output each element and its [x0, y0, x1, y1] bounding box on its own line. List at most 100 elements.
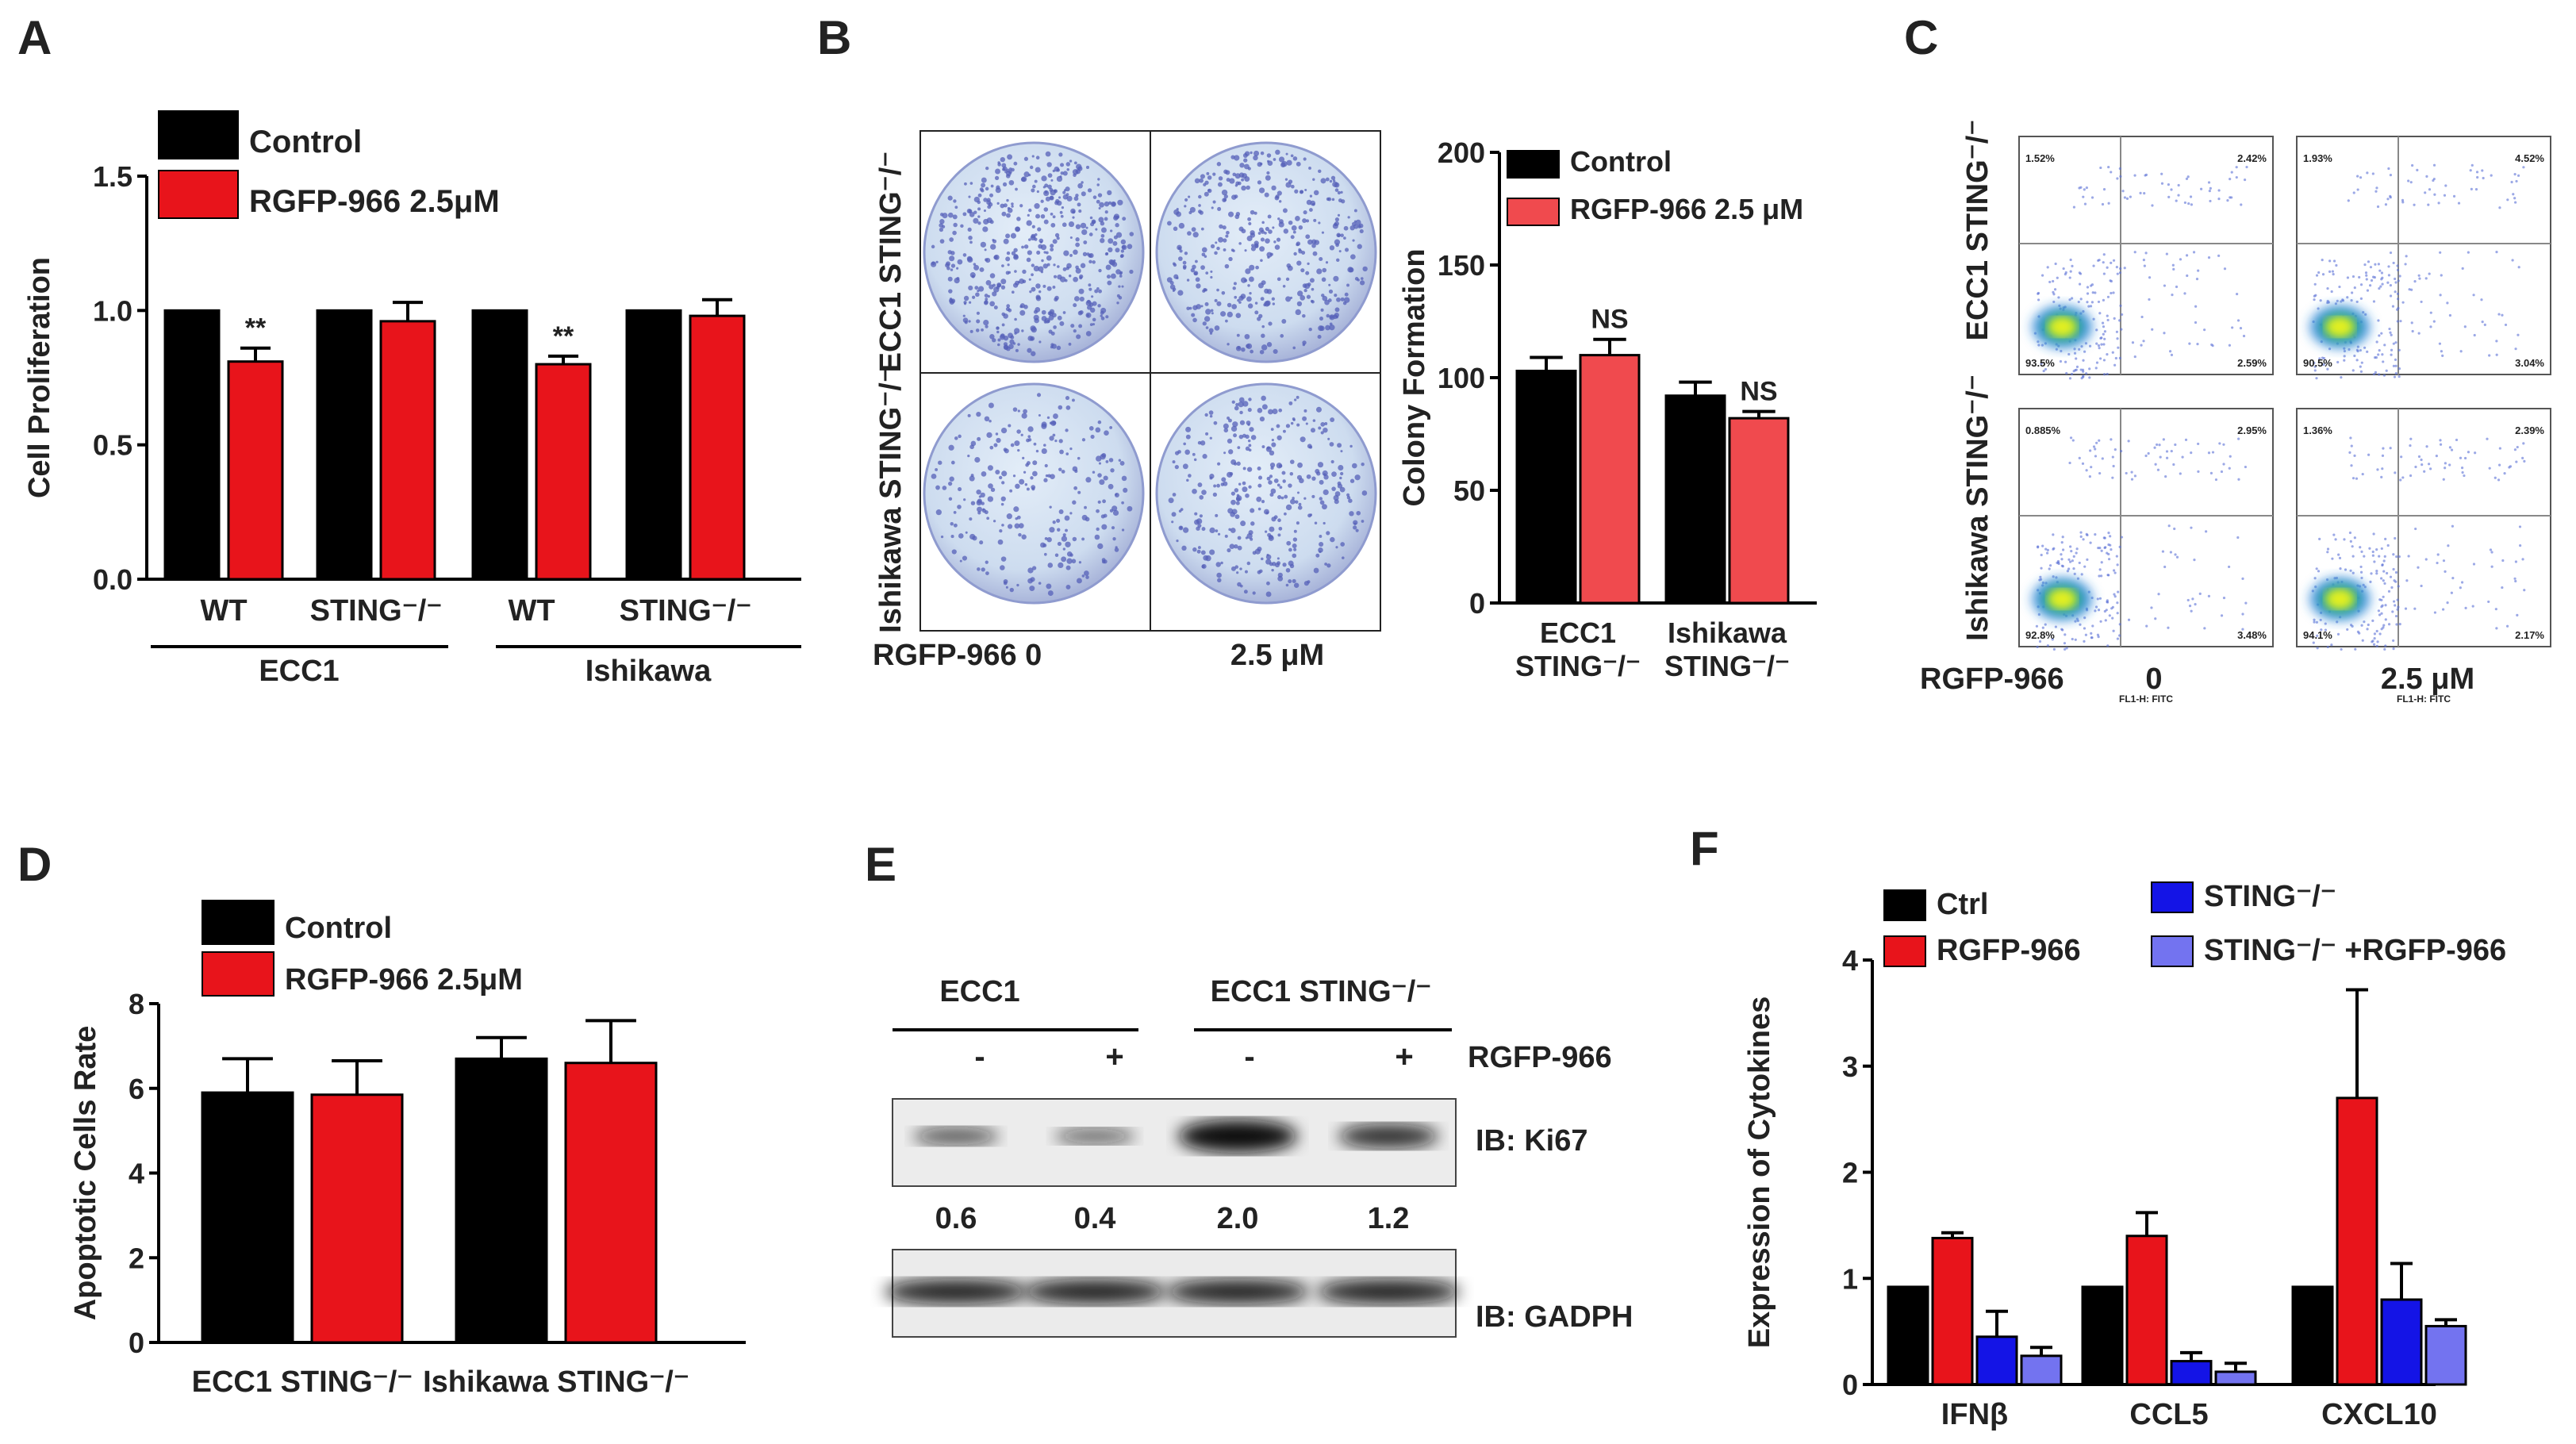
bar-control — [625, 309, 682, 581]
flow-x-axis-label: FL1-H: FITC — [2397, 693, 2451, 705]
y-tick-label: 0 — [129, 1327, 144, 1359]
western-blot: ECC1 ECC1 STING⁻/⁻ - + - + RGFP-966 IB: … — [885, 975, 1633, 1338]
quadrant-q1: 0.885% — [2025, 424, 2061, 436]
gapdh-band — [885, 1279, 1027, 1304]
bar-control — [1664, 394, 1726, 605]
category-label: CXCL10 — [2321, 1398, 2437, 1431]
panel-letter-b: B — [817, 11, 851, 64]
y-tick-label: 2 — [129, 1242, 144, 1274]
y-tick-label: 2 — [1842, 1157, 1858, 1189]
bar-control — [316, 309, 373, 581]
blot-treatment-label: RGFP-966 — [1468, 1041, 1612, 1074]
chart-d-apoptotic-rate: 0 2 4 6 8 Apoptotic Cells Rate ECC1 STING⁻/⁻ Is… — [69, 900, 746, 1399]
bar-sting-rgfp-966 — [2214, 1370, 2257, 1386]
category-label: STING⁻/⁻ — [1664, 650, 1790, 682]
panel-letter-f: F — [1690, 822, 1719, 875]
quadrant-q4: 94.1% — [2303, 629, 2332, 641]
quadrant-q1: 1.52% — [2025, 152, 2055, 164]
bar-rgfp-966-2-5-m — [310, 1093, 404, 1344]
chart-a-cell-proliferation: 0.0 0.5 1.0 1.5 Cell Proliferation ** WT STING⁻… — [23, 110, 801, 628]
quadrant-q1: 1.93% — [2303, 152, 2332, 164]
category-label: WT — [508, 594, 555, 628]
flow-plot: 1.52% 2.42% 2.59% 93.5% — [2018, 136, 2274, 380]
gapdh-band — [1166, 1279, 1309, 1304]
bar-rgfp-966-2-5-m — [379, 320, 436, 581]
gapdh-band — [1317, 1279, 1460, 1304]
legend-swatch — [158, 110, 239, 159]
y-tick-label: 0.0 — [93, 563, 132, 596]
gapdh-band — [1023, 1279, 1166, 1304]
quadrant-q2: 2.39% — [2515, 424, 2544, 436]
colony-col-label-0: RGFP-966 0 — [873, 639, 1042, 672]
y-tick-label: 1.5 — [93, 160, 132, 193]
y-tick-label: 3 — [1842, 1050, 1858, 1083]
blot-quant-2: 0.4 — [1074, 1202, 1116, 1235]
y-tick-label: 0.5 — [93, 429, 132, 462]
colony-dish — [1155, 382, 1377, 605]
bar-control — [1515, 369, 1577, 605]
legend-label: RGFP-966 2.5μM — [285, 963, 523, 997]
bar-rgfp-966-2-5-m — [564, 1062, 658, 1344]
quadrant-q3: 3.48% — [2237, 629, 2267, 641]
flow-col-label-0: 0 — [2145, 662, 2162, 696]
y-tick-label: 4 — [1842, 944, 1858, 977]
y-tick-label: 100 — [1438, 362, 1485, 394]
flow-col-label-25: 2.5 μM — [2381, 662, 2474, 696]
legend-swatch — [1507, 198, 1560, 226]
quadrant-q2: 2.95% — [2237, 424, 2267, 436]
significance-label: ** — [245, 313, 267, 344]
category-label: ECC1 STING⁻/⁻ — [192, 1365, 413, 1399]
flow-x-axis-label: FL1-H: FITC — [2119, 693, 2173, 705]
quadrant-q4: 90.5% — [2303, 357, 2332, 369]
quadrant-q4: 92.8% — [2025, 629, 2055, 641]
bar-rgfp-966-2-5-m — [1579, 354, 1641, 605]
legend-swatch — [158, 170, 239, 219]
legend-swatch — [1883, 935, 1926, 967]
quadrant-q2: 2.42% — [2237, 152, 2267, 164]
panel-letter-d: D — [17, 838, 52, 891]
category-label: Ishikawa STING⁻/⁻ — [423, 1365, 689, 1399]
blot-quant-1: 0.6 — [935, 1202, 977, 1235]
bar-control — [201, 1091, 294, 1344]
bar-rgfp-966 — [1931, 1236, 1974, 1386]
bar-ctrl — [2291, 1285, 2334, 1386]
blot-sign-3: - — [1244, 1039, 1254, 1074]
quadrant-q3: 2.17% — [2515, 629, 2544, 641]
y-tick-label: 1 — [1842, 1262, 1858, 1295]
ki67-band — [1338, 1123, 1438, 1149]
y-tick-label: 1.0 — [93, 294, 132, 327]
legend-label: RGFP-966 — [1937, 934, 2081, 967]
colony-dish — [923, 141, 1145, 363]
legend-label: Control — [249, 125, 362, 159]
bar-sting-rgfp-966 — [2020, 1354, 2063, 1386]
colony-dish-grid: ECC1 STING⁻/⁻ Ishikawa STING⁻/⁻ RGFP-966… — [873, 130, 1381, 672]
legend-swatch — [1883, 889, 1926, 921]
legend-swatch — [202, 900, 274, 945]
legend-label: Control — [1570, 145, 1672, 178]
category-label: STING⁻/⁻ — [310, 594, 443, 628]
y-axis-label: Apoptotic Cells Rate — [69, 1026, 102, 1321]
legend-swatch — [1507, 150, 1560, 179]
legend-label: Control — [285, 912, 392, 945]
y-tick-label: 8 — [129, 988, 144, 1020]
chart-f-cytokines: 0 1 2 3 4 Expression of Cytokines IFNβ CCL5 CXCL… — [1743, 880, 2506, 1431]
flow-row-label-ecc1: ECC1 STING⁻/⁻ — [1961, 120, 1994, 341]
chart-a-group-labels: ECC1 Ishikawa — [151, 645, 801, 688]
quadrant-q3: 2.59% — [2237, 357, 2267, 369]
quadrant-q3: 3.04% — [2515, 357, 2544, 369]
bar-ctrl — [1887, 1285, 1929, 1386]
legend-label: Ctrl — [1937, 888, 1988, 921]
quadrant-q4: 93.5% — [2025, 357, 2055, 369]
category-label: Ishikawa — [1668, 616, 1787, 649]
legend-swatch — [202, 951, 274, 997]
flow-row-label-ishikawa: Ishikawa STING⁻/⁻ — [1961, 374, 1994, 641]
blot-ki67-label: IB: Ki67 — [1476, 1124, 1587, 1158]
colony-col-label-25: 2.5 μM — [1230, 639, 1324, 672]
y-tick-label: 50 — [1453, 474, 1485, 507]
colony-dish — [923, 382, 1145, 605]
flow-plot: 0.885% 2.95% 3.48% 92.8% — [2018, 408, 2274, 651]
blot-sign-4: + — [1395, 1039, 1413, 1074]
bar-sting- — [2380, 1298, 2423, 1386]
legend-swatch — [2151, 935, 2194, 967]
